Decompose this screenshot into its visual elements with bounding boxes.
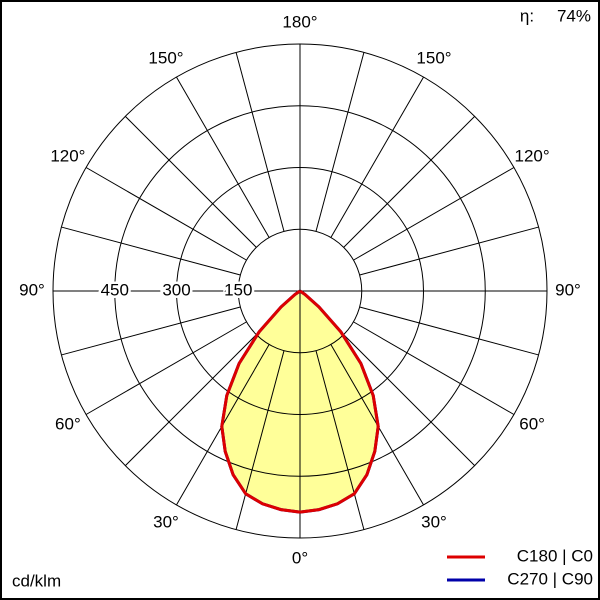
legend-label: C270 | C90 [507,569,593,588]
spoke [330,76,424,238]
r-tick-label: 150 [224,280,252,299]
angle-label: 90° [555,280,581,299]
angle-label: 60° [519,414,545,433]
spoke [353,321,515,415]
intensity-fill [221,291,300,513]
outer-circle [52,43,548,539]
spoke [343,334,476,467]
angle-label: 60° [55,414,81,433]
grid-circle [114,105,486,477]
angle-label: 120° [515,146,550,165]
spoke [343,115,476,248]
angle-label: 150° [148,48,183,67]
spoke [85,321,247,415]
spoke [235,350,285,530]
spoke [124,334,257,467]
spoke [359,306,539,356]
efficiency-label: η: [520,6,534,25]
spoke [85,167,247,261]
angle-label: 150° [416,48,451,67]
spoke [124,115,257,248]
angle-label: 30° [153,513,179,532]
efficiency: 74% [557,6,591,25]
r-tick-label: 300 [162,280,190,299]
legend-label: C180 | C0 [517,546,593,565]
r-tick-label: 450 [101,280,129,299]
spoke [315,52,365,232]
intensity-fill [300,291,379,513]
angle-label: 90° [19,280,45,299]
spoke [359,226,539,276]
spoke [353,167,515,261]
spoke [61,226,241,276]
spoke [315,350,365,530]
grid-circle [176,167,424,415]
angle-label: 0° [292,548,308,567]
intensity-curve [299,289,380,514]
unit-label: cd/klm [12,571,61,590]
spoke [61,306,241,356]
angle-label: 120° [50,146,85,165]
angle-label: 30° [421,513,447,532]
angle-label: 180° [282,12,317,31]
spoke [235,52,285,232]
spoke [176,76,270,238]
intensity-curve [220,289,301,514]
grid-circle [237,228,363,354]
